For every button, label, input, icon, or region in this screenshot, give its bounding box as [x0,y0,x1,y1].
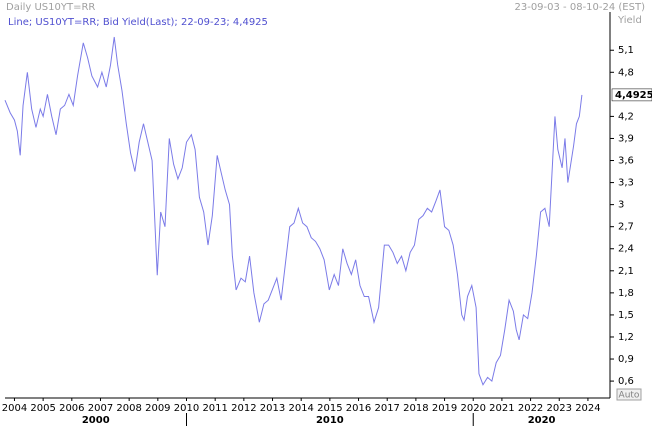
y-tick-label: 2,7 [618,222,634,233]
x-tick-label: 2016 [346,403,371,414]
decade-label: 2010 [316,415,344,426]
x-tick-label: 2019 [432,403,457,414]
y-tick-label: 2,4 [618,244,634,255]
y-tick-label: 0,6 [618,376,634,387]
x-tick-label: 2005 [30,403,55,414]
x-tick-label: 2018 [403,403,428,414]
x-tick-label: 2014 [288,403,313,414]
x-tick-label: 2022 [518,403,543,414]
y-tick-label: 2,1 [618,266,634,277]
y-tick-label: 4,2 [618,111,634,122]
y-tick-label: 3,6 [618,156,634,167]
y-tick-label: 1,2 [618,332,634,343]
y-tick-label: 4,8 [618,67,634,78]
x-tick-label: 2023 [547,403,572,414]
decade-label: 2000 [82,415,110,426]
x-tick-label: 2012 [231,403,256,414]
x-tick-label: 2007 [88,403,113,414]
header-range: 23-09-03 - 08-10-24 (EST) [514,2,645,13]
x-tick-label: 2015 [317,403,342,414]
decade-label: 2020 [528,415,556,426]
y-tick-label: 1,8 [618,288,634,299]
series-line [4,36,583,386]
last-value-box [611,88,652,102]
x-tick-label: 2017 [374,403,399,414]
x-tick-label: 2011 [202,403,227,414]
y-axis-label: Yield [617,15,642,26]
header-title: Daily US10YT=RR [6,2,95,13]
y-tick-label: 0,9 [618,354,634,365]
y-tick-label: 3 [618,200,624,211]
x-tick-label: 2009 [145,403,170,414]
x-tick-label: 2020 [461,403,486,414]
x-tick-label: 2013 [260,403,285,414]
auto-box [616,388,642,401]
y-tick-label: 5,1 [618,45,634,56]
last-value-label: 4,4925 [615,90,652,101]
legend: Line; US10YT=RR; Bid Yield(Last); 22-09-… [8,17,268,28]
y-tick-label: 3,9 [618,133,634,144]
auto-button: Auto [619,391,640,401]
y-tick-label: 1,5 [618,310,634,321]
x-tick-label: 2010 [174,403,199,414]
x-tick-label: 2024 [575,403,600,414]
x-tick-label: 2021 [489,403,514,414]
y-tick-label: 3,3 [618,178,634,189]
x-tick-label: 2006 [59,403,84,414]
x-tick-label: 2004 [2,403,27,414]
x-tick-label: 2008 [116,403,141,414]
